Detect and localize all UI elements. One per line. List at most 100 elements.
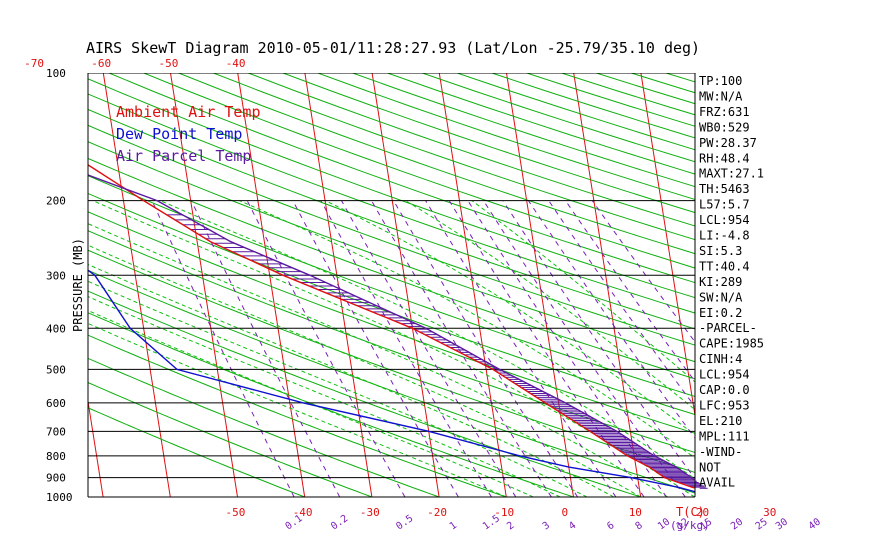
index-label: CAPE:1985 [699,337,764,351]
isotherm-line [170,73,238,497]
pressure-tick-label: 200 [46,195,66,208]
dry-adiabat-line [456,73,695,151]
dry-adiabat-line [88,269,695,494]
mixing-ratio-line [341,200,517,497]
mixing-ratio-unit-label: (g/kg) [670,519,710,532]
index-label: MAXT:27.1 [699,167,764,181]
index-label: TH:5463 [699,182,750,196]
top-temp-tick-label: -50 [159,57,179,70]
mixing-ratio-line [565,200,695,383]
dry-adiabat-line [88,157,695,380]
bottom-temp-tick-label: -20 [427,506,447,519]
index-label: LI:-4.8 [699,229,750,243]
pressure-tick-label: 400 [46,322,66,335]
moist-adiabat-line [88,263,615,497]
mixing-ratio-line [483,200,686,497]
dry-adiabat-line [88,192,695,416]
isotherm-line [640,73,695,419]
mixing-ratio-tick-label: 6 [605,520,616,532]
top-temp-tick-label: -70 [24,57,44,70]
dry-adiabat-line [422,73,695,163]
index-label: WB0:529 [699,120,750,134]
moist-adiabat-line [88,309,534,497]
mixing-ratio-tick-label: 8 [634,520,645,532]
index-label: LCL:954 [699,368,750,382]
isotherm-line [843,73,870,497]
dry-adiabat-line [88,211,695,434]
dry-adiabat-line [88,312,574,497]
bottom-temp-tick-label: -30 [360,506,380,519]
mixing-ratio-line [502,200,695,480]
legend-entry: Dew Point Temp [116,125,242,143]
index-label: LCL:954 [699,213,750,227]
mixing-ratio-tick-label: 1 [448,520,459,532]
index-label: AVAIL [699,476,735,490]
bottom-temp-tick-label: 10 [629,506,642,519]
index-label: SW:N/A [699,290,743,304]
dry-adiabat-line [88,93,695,314]
index-label: PW:28.37 [699,136,757,150]
bottom-temp-tick-label: 0 [562,506,569,519]
pressure-tick-label: 900 [46,472,66,485]
dry-adiabat-line [88,141,695,363]
index-label: LFC:953 [699,398,750,412]
isotherm-line [102,73,171,497]
pressure-tick-label: 600 [46,397,66,410]
x-axis-unit-label: T(C) [676,505,705,519]
bottom-temp-tick-label: -10 [494,506,514,519]
dry-adiabat-line [88,78,695,299]
dry-adiabat-line [108,73,695,284]
legend-entry: Ambient Air Temp [116,103,261,121]
isotherm-line [371,73,440,497]
mixing-ratio-line [548,200,695,408]
legend-entry: Air Parcel Temp [116,147,251,165]
series-line-dew-point-temp [88,269,695,493]
bottom-temp-tick-label: -40 [293,506,313,519]
dry-adiabat-line [88,357,440,497]
mixing-ratio-tick-label: 40 [807,517,823,533]
y-axis-title: PRESSURE (MB) [71,238,85,332]
pressure-tick-label: 100 [46,67,66,80]
dry-adiabat-line [248,73,695,227]
dry-adiabat-line [88,381,373,497]
index-label: L57:5.7 [699,198,750,212]
index-label: -WIND- [699,445,742,459]
pressure-tick-label: 800 [46,450,66,463]
isotherm-line [775,73,842,497]
mixing-ratio-tick-label: 2 [505,520,516,532]
chart-title: AIRS SkewT Diagram 2010-05-01/11:28:27.9… [86,39,700,57]
dry-adiabat-line [88,175,695,398]
series-line-air-parcel-temp [88,174,695,481]
isotherm-line [237,73,306,497]
dry-adiabat-line [491,73,695,139]
bottom-temp-tick-label: 30 [763,506,776,519]
dry-adiabat-line [143,73,695,269]
isotherm-line [0,73,36,497]
bottom-temp-tick-label: 20 [696,506,709,519]
mixing-ratio-tick-label: 20 [729,517,745,533]
dry-adiabat-line [88,230,695,454]
mixing-ratio-line [320,200,492,497]
top-temp-tick-label: -40 [226,57,246,70]
top-temp-tick-label: -60 [91,57,111,70]
index-label: NOT [699,460,721,474]
index-label: EI:0.2 [699,306,742,320]
index-label: MW:N/A [699,89,743,103]
dry-adiabat-line [178,73,695,255]
pressure-tick-label: 300 [46,269,66,282]
index-label: TT:40.4 [699,259,750,273]
index-label: CINH:4 [699,352,742,366]
pressure-tick-label: 700 [46,425,66,438]
isotherm-line [438,73,507,497]
pressure-tick-label: 500 [46,363,66,376]
series-line-ambient-air-temp [88,164,695,489]
mixing-ratio-tick-label: 0.2 [329,513,350,532]
dry-adiabat-line [213,73,695,241]
dry-adiabat-line [88,290,641,497]
mixing-ratio-line [246,200,406,497]
mixing-ratio-tick-label: 4 [567,520,578,532]
index-label: EL:210 [699,414,742,428]
dry-adiabat-line [88,407,305,497]
